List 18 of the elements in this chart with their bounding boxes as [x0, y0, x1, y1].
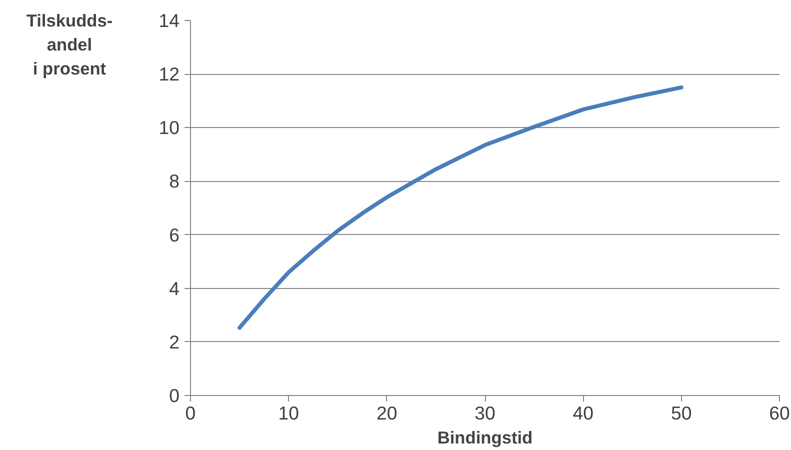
y-tick-label: 0 [169, 385, 180, 406]
y-tick-label: 4 [169, 278, 180, 299]
x-tick-label: 30 [474, 402, 496, 424]
x-tick-label: 50 [670, 402, 692, 424]
x-tick-label: 20 [376, 402, 398, 424]
line-series [238, 85, 684, 330]
y-tick-label: 8 [169, 170, 180, 192]
x-tick-label: 10 [278, 402, 300, 424]
y-tick-label: 2 [169, 331, 180, 352]
x-tick-label: 60 [769, 402, 790, 424]
x-tick-label: 0 [185, 402, 196, 424]
y-tick-label: 6 [169, 224, 180, 246]
y-axis-title: Tilskudds- andel i prosent [26, 10, 113, 78]
x-axis-title: Bindingstid [437, 428, 533, 448]
y-tick-label: 10 [158, 117, 180, 138]
y-tick-label: 12 [158, 64, 180, 85]
x-tick-label: 40 [572, 402, 594, 424]
y-tick-label: 14 [158, 10, 180, 31]
